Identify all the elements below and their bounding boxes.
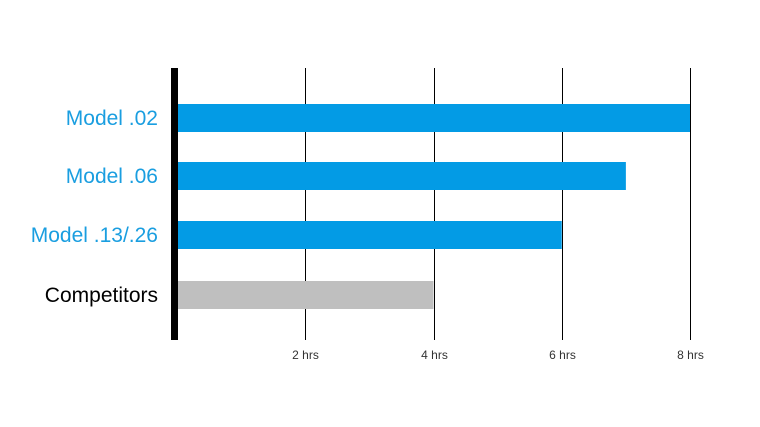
y-axis-line — [171, 68, 178, 340]
bar — [177, 162, 626, 190]
category-label: Model .06 — [66, 165, 158, 188]
x-tick-label: 4 hrs — [421, 348, 448, 362]
bar — [177, 281, 434, 309]
category-label: Competitors — [45, 284, 158, 307]
category-label: Model .13/.26 — [31, 224, 158, 247]
bar — [177, 104, 690, 132]
x-tick-label: 2 hrs — [292, 348, 319, 362]
bar — [177, 221, 562, 249]
category-label: Model .02 — [66, 107, 158, 130]
x-tick-label: 8 hrs — [677, 348, 704, 362]
x-tick-label: 6 hrs — [549, 348, 576, 362]
